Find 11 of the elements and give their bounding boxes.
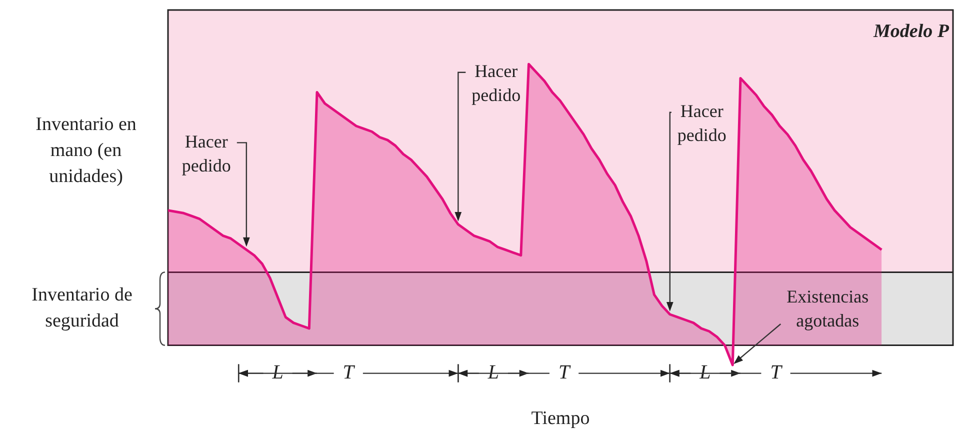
annotation: Hacer pedido: [182, 131, 231, 176]
chart-title: Modelo P: [872, 20, 950, 42]
y-axis-title: Inventario en mano (en unidades): [36, 114, 137, 188]
band-label: Inventario de seguridad: [32, 284, 132, 332]
annotation: T: [770, 362, 784, 384]
x-axis-title: Tiempo: [531, 408, 590, 429]
annotation: T: [558, 362, 572, 384]
annotation: T: [342, 362, 356, 384]
annotation: Hacer pedido: [677, 101, 726, 146]
annotation: Existencias agotadas: [786, 286, 869, 331]
annotation: Hacer pedido: [472, 61, 521, 106]
